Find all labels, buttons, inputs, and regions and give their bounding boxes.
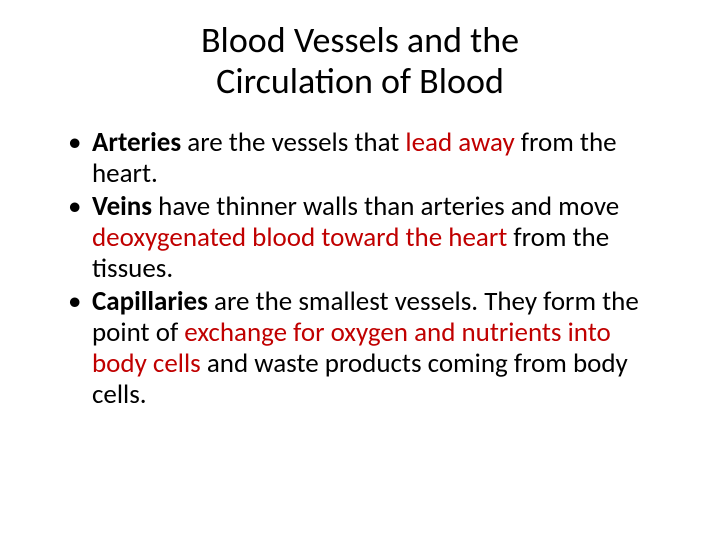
text-run: have thinner walls than arteries and mov… xyxy=(158,190,619,223)
slide: Blood Vessels and the Circulation of Blo… xyxy=(0,0,720,540)
bullet-item: Veins have thinner walls than arteries a… xyxy=(62,191,658,284)
title-line-2: Circulation of Blood xyxy=(120,61,600,102)
text-run: lead away xyxy=(405,126,520,159)
bullet-item: Capillaries are the smallest vessels. Th… xyxy=(62,286,658,410)
title-line-1: Blood Vessels and the xyxy=(120,20,600,61)
slide-content: Arteries are the vessels that lead away … xyxy=(40,127,680,410)
slide-title: Blood Vessels and the Circulation of Blo… xyxy=(40,20,680,103)
text-run: Veins xyxy=(92,190,158,223)
text-run: deoxygenated blood toward the heart xyxy=(92,221,513,254)
bullet-item: Arteries are the vessels that lead away … xyxy=(62,127,658,189)
text-run: are the vessels that xyxy=(187,126,405,159)
text-run: Capillaries xyxy=(92,285,214,318)
bullet-list: Arteries are the vessels that lead away … xyxy=(62,127,658,410)
text-run: Arteries xyxy=(92,126,187,159)
